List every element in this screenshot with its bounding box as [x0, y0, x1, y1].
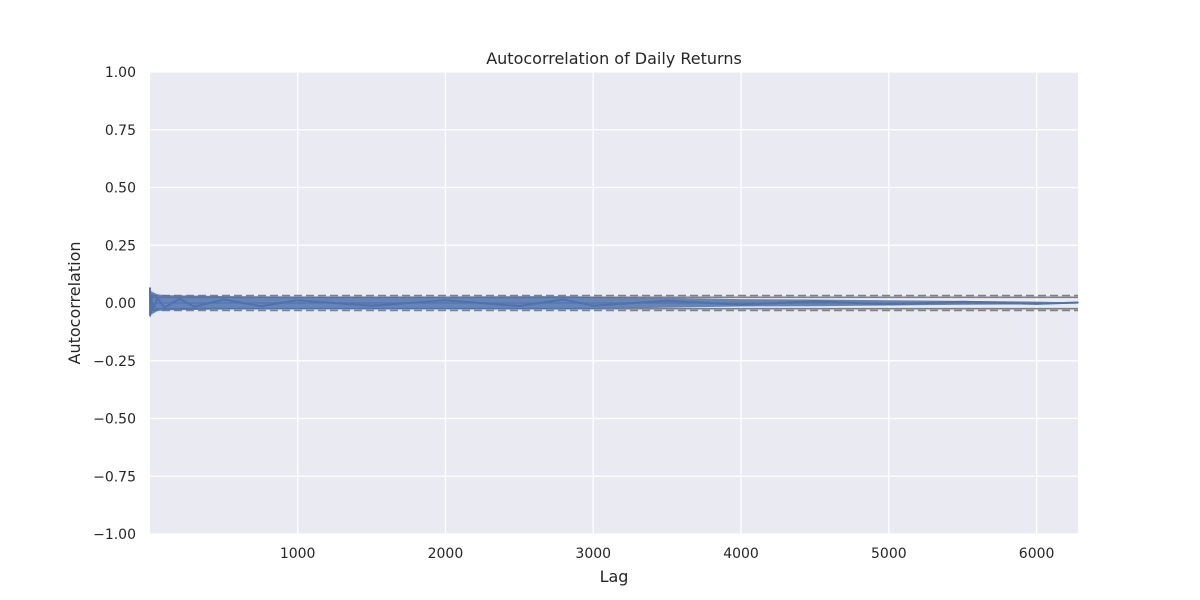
acf-point	[296, 299, 299, 302]
x-tick-label: 2000	[428, 546, 464, 562]
acf-point	[666, 299, 668, 302]
acf-point	[814, 300, 816, 302]
acf-point	[592, 304, 595, 307]
y-tick-label: 0.00	[105, 296, 136, 312]
y-axis-label: Autocorrelation	[65, 242, 84, 365]
acf-point	[1077, 301, 1079, 304]
acf-point	[222, 298, 225, 301]
acf-point	[193, 305, 195, 308]
acf-point	[259, 305, 262, 308]
x-tick-label: 3000	[575, 546, 611, 562]
acf-point	[444, 299, 447, 302]
x-axis-label: Lag	[600, 567, 629, 586]
y-tick-label: −0.50	[93, 412, 136, 428]
y-tick-label: −0.75	[93, 469, 136, 485]
y-tick-label: 0.75	[105, 123, 136, 139]
acf-point	[178, 298, 181, 300]
acf-point	[518, 305, 521, 307]
acf-point	[740, 304, 742, 306]
acf-point	[370, 304, 373, 307]
acf-point	[149, 312, 152, 315]
x-tick-label: 1000	[280, 546, 316, 562]
y-tick-label: −1.00	[93, 527, 136, 543]
x-tick-label: 6000	[1019, 546, 1055, 562]
acf-point	[152, 309, 154, 311]
x-tick-label: 4000	[723, 546, 759, 562]
acf-point	[961, 301, 964, 303]
x-tick-label: 5000	[871, 546, 907, 562]
acf-point	[888, 303, 890, 306]
chart-title: Autocorrelation of Daily Returns	[486, 49, 742, 68]
acf-point	[562, 298, 565, 301]
acf-point	[156, 297, 159, 300]
y-axis-ticks: −1.00 −0.75 −0.50 −0.25 0.00 0.25 0.50 0.75 1.00	[93, 65, 136, 543]
acf-point	[1035, 303, 1038, 305]
y-tick-label: −0.25	[93, 354, 136, 370]
acf-point	[149, 314, 151, 317]
acf-point	[150, 295, 153, 297]
y-tick-label: 0.25	[105, 238, 136, 254]
y-tick-label: 0.50	[105, 181, 136, 197]
acf-envelope	[150, 287, 1078, 318]
series-group	[149, 287, 1079, 318]
acf-point	[163, 306, 166, 309]
acf-point	[149, 287, 151, 289]
acf-point	[149, 292, 152, 295]
y-tick-label: 1.00	[105, 65, 136, 81]
x-axis-ticks: 1000 2000 3000 4000 5000 6000	[280, 546, 1055, 562]
